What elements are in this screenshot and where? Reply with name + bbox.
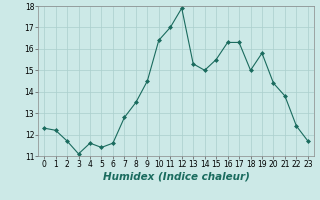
X-axis label: Humidex (Indice chaleur): Humidex (Indice chaleur): [103, 172, 249, 182]
